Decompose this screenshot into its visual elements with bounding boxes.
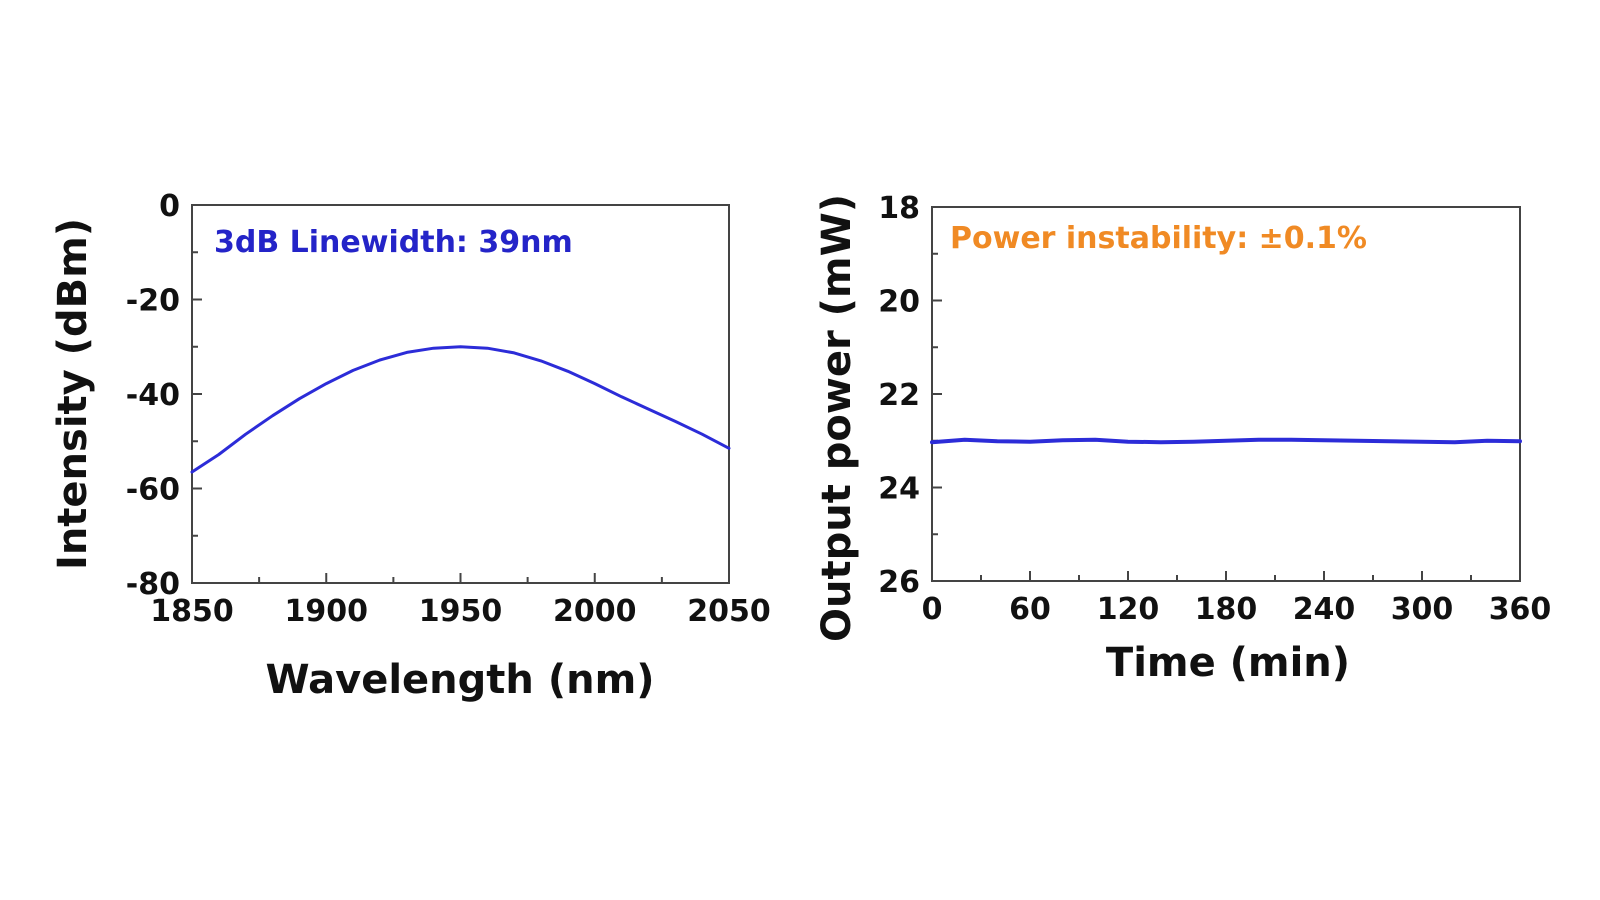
spectrum-x-tick-label: 1900	[285, 594, 369, 629]
power-x-tick-label: 120	[1097, 592, 1160, 627]
power-plot-frame	[931, 206, 1521, 582]
spectrum-x-tick-label: 1950	[419, 594, 503, 629]
power-annotation: Power instability: ±0.1%	[950, 221, 1367, 256]
spectrum-y-tick-label: -60	[126, 473, 180, 508]
power-y-tick-label: 24	[878, 472, 920, 507]
spectrum-plot-frame	[191, 204, 730, 584]
power-chart: 0 60 120 180 240 300 360 18 20 22 24 26 Power insta…	[814, 191, 1551, 686]
power-x-tick-label: 60	[1009, 592, 1051, 627]
spectrum-x-tick-label: 1850	[150, 594, 234, 629]
spectrum-x-axis-title: Wavelength (nm)	[265, 657, 654, 703]
spectrum-x-tick-label: 2050	[687, 594, 771, 629]
power-x-tick-label: 0	[922, 592, 943, 627]
power-y-tick-label: 20	[878, 285, 920, 320]
spectrum-y-tick-label: 0	[159, 189, 180, 224]
power-y-tick-label: 18	[878, 191, 920, 226]
spectrum-annotation: 3dB Linewidth: 39nm	[214, 225, 573, 260]
power-y-tick-label: 26	[878, 565, 920, 600]
power-x-tick-label: 180	[1195, 592, 1258, 627]
spectrum-y-tick-label: -40	[126, 378, 180, 413]
power-x-axis-title: Time (min)	[1106, 640, 1350, 686]
spectrum-y-tick-label: -80	[126, 567, 180, 602]
power-x-tick-label: 300	[1391, 592, 1454, 627]
power-y-tick-label: 22	[878, 378, 920, 413]
spectrum-y-tick-label: -20	[126, 284, 180, 319]
spectrum-x-tick-label: 2000	[553, 594, 637, 629]
power-marks: 0 60 120 180 240 300 360 18 20 22 24 26	[878, 191, 1551, 627]
spectrum-chart: 1850 1900 1950 2000 2050 0 -20 -40 -60 -80 3dB Li…	[50, 189, 771, 703]
power-series-line	[930, 437, 1522, 445]
spectrum-y-axis-title: Intensity (dBm)	[50, 218, 96, 570]
spectrum-marks: 1850 1900 1950 2000 2050 0 -20 -40 -60 -80	[126, 189, 771, 629]
spectrum-series-line	[190, 345, 731, 474]
power-x-tick-label: 360	[1489, 592, 1552, 627]
power-y-axis-title: Output power (mW)	[814, 194, 860, 642]
power-x-tick-label: 240	[1293, 592, 1356, 627]
